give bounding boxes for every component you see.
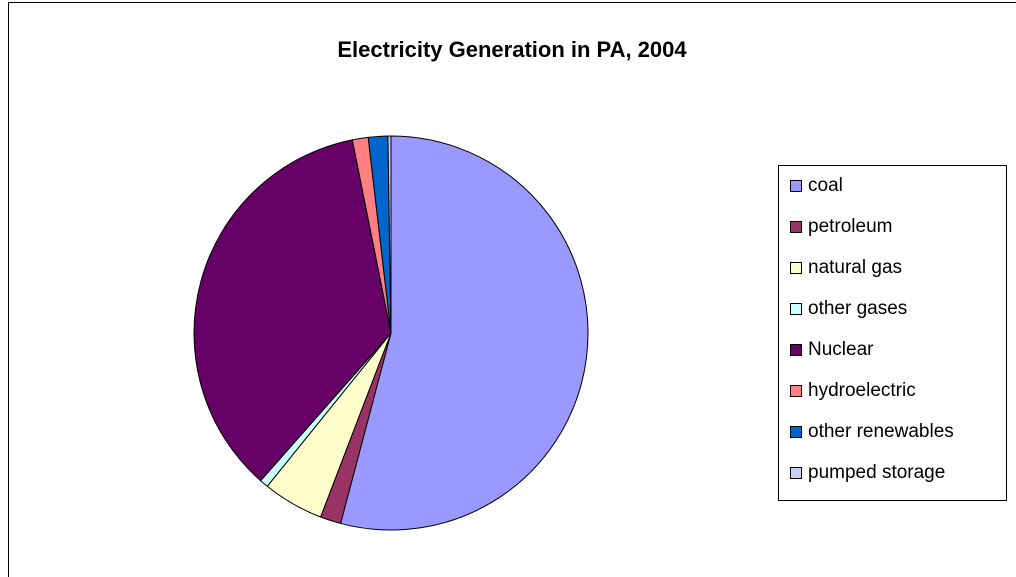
legend-label: Nuclear — [808, 339, 874, 360]
legend-label: hydroelectric — [808, 380, 916, 401]
legend-label: coal — [808, 175, 843, 196]
legend-swatch — [790, 303, 802, 315]
legend-swatch — [790, 467, 802, 479]
legend-label: other gases — [808, 298, 907, 319]
legend-swatch — [790, 426, 802, 438]
legend-swatch — [790, 262, 802, 274]
chart-title: Electricity Generation in PA, 2004 — [337, 37, 687, 62]
pie-slice — [193, 139, 392, 482]
legend-box — [778, 165, 1007, 501]
legend-label: petroleum — [808, 216, 893, 237]
legend-label: pumped storage — [808, 462, 945, 483]
pie-slice — [387, 135, 392, 334]
pie-slice — [339, 135, 589, 531]
legend-swatch — [790, 180, 802, 192]
legend-label: natural gas — [808, 257, 902, 278]
legend-swatch — [790, 385, 802, 397]
legend-swatch — [790, 344, 802, 356]
legend-swatch — [790, 221, 802, 233]
legend-label: other renewables — [808, 421, 954, 442]
